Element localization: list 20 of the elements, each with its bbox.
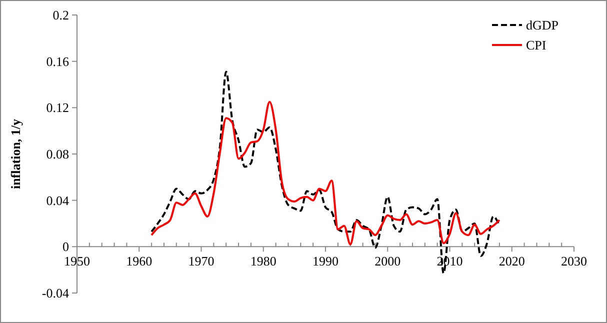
y-tick-label: 0.08 xyxy=(46,146,69,162)
y-axis-title: inflation, 1/y xyxy=(8,118,23,190)
y-tick-label: 0.04 xyxy=(46,192,70,208)
legend-label: CPI xyxy=(526,38,546,53)
x-tick-label: 1980 xyxy=(250,254,276,269)
y-tick-label: 0.16 xyxy=(46,54,70,69)
x-tick-label: 2020 xyxy=(498,254,525,269)
x-tick-label: 2000 xyxy=(374,254,401,269)
x-tick-label: 1950 xyxy=(64,254,90,269)
y-tick-label: 0.12 xyxy=(46,100,69,116)
x-tick-label: 1960 xyxy=(126,254,152,269)
x-tick-label: 1970 xyxy=(188,254,214,269)
y-tick-label: -0.04 xyxy=(42,286,70,301)
y-tick-label: 0.2 xyxy=(52,8,69,23)
y-tick-label: 0 xyxy=(62,239,69,254)
line-series xyxy=(150,100,500,246)
x-tick-label: 2030 xyxy=(561,254,587,269)
line-series xyxy=(150,70,500,274)
x-tick-label: 1990 xyxy=(312,254,338,269)
legend-label: dGDP xyxy=(526,18,559,33)
